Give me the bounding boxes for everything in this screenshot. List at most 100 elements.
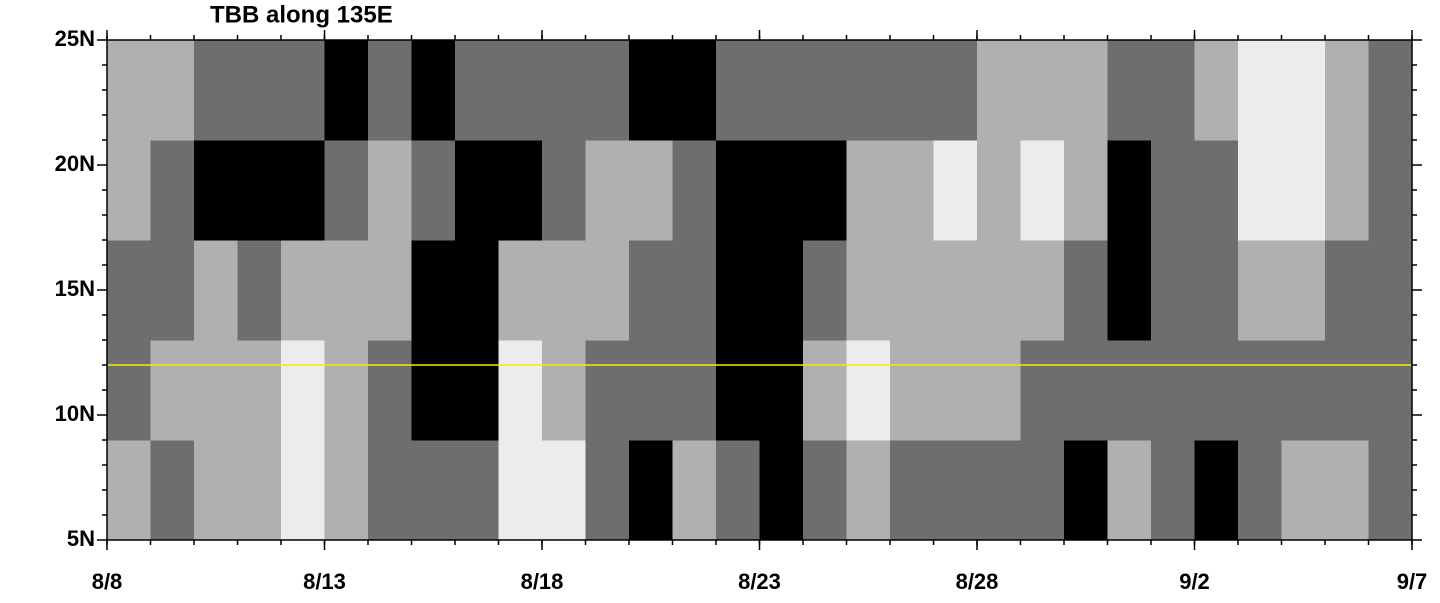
heat-cell — [1325, 440, 1369, 541]
heat-cell — [281, 340, 325, 441]
heat-cell — [1195, 340, 1239, 441]
x-tick-label: 8/13 — [303, 569, 346, 594]
heat-cell — [1369, 40, 1413, 141]
heat-cell — [977, 140, 1021, 241]
heat-cell — [673, 140, 717, 241]
heat-cell — [586, 340, 630, 441]
heat-cell — [194, 440, 238, 541]
heat-cell — [281, 240, 325, 341]
heat-cell — [1325, 40, 1369, 141]
heat-cell — [760, 40, 804, 141]
heat-cell — [716, 340, 760, 441]
heat-cell — [325, 140, 369, 241]
heat-cell — [716, 240, 760, 341]
heat-cell — [977, 340, 1021, 441]
heat-cell — [803, 140, 847, 241]
heat-cell — [1282, 40, 1326, 141]
heat-cell — [1108, 40, 1152, 141]
heat-cell — [1108, 240, 1152, 341]
heat-cell — [542, 440, 586, 541]
heat-cell — [499, 140, 543, 241]
heat-cell — [151, 40, 195, 141]
heat-cell — [934, 440, 978, 541]
x-tick-label: 8/18 — [521, 569, 564, 594]
heat-cell — [325, 440, 369, 541]
x-tick-label: 9/7 — [1397, 569, 1428, 594]
heat-cell — [368, 40, 412, 141]
x-tick-label: 8/23 — [738, 569, 781, 594]
heat-cell — [1021, 240, 1065, 341]
heat-cell — [281, 440, 325, 541]
heat-cell — [194, 40, 238, 141]
heat-cell — [1369, 340, 1413, 441]
heat-cell — [151, 340, 195, 441]
heat-cell — [1238, 40, 1282, 141]
heat-cell — [499, 340, 543, 441]
heat-cell — [1282, 440, 1326, 541]
heat-cell — [629, 440, 673, 541]
heat-cell — [673, 440, 717, 541]
heat-cell — [803, 40, 847, 141]
heat-cell — [281, 140, 325, 241]
heat-cell — [194, 140, 238, 241]
heat-cell — [760, 340, 804, 441]
heat-cell — [368, 440, 412, 541]
heat-cell — [107, 440, 151, 541]
heat-cell — [1282, 140, 1326, 241]
heat-cell — [847, 440, 891, 541]
heat-cell — [1238, 340, 1282, 441]
heat-cell — [1021, 440, 1065, 541]
heat-cell — [238, 340, 282, 441]
heat-cell — [847, 340, 891, 441]
heat-cell — [1195, 440, 1239, 541]
y-tick-label: 5N — [67, 526, 95, 551]
y-tick-label: 10N — [55, 401, 95, 426]
heat-cell — [716, 440, 760, 541]
heat-cell — [890, 340, 934, 441]
heat-cell — [1064, 340, 1108, 441]
heat-cell — [1021, 140, 1065, 241]
heat-cell — [1064, 440, 1108, 541]
heat-cell — [1325, 240, 1369, 341]
heat-cell — [890, 440, 934, 541]
heat-cell — [890, 240, 934, 341]
heat-cell — [890, 40, 934, 141]
heat-cell — [1282, 340, 1326, 441]
heat-cell — [1151, 140, 1195, 241]
heat-cell — [368, 340, 412, 441]
heat-cell — [542, 40, 586, 141]
heat-cell — [1108, 340, 1152, 441]
heat-cell — [803, 240, 847, 341]
y-tick-label: 20N — [55, 151, 95, 176]
heat-cell — [847, 240, 891, 341]
heat-cell — [151, 140, 195, 241]
heat-cell — [586, 40, 630, 141]
heat-cell — [412, 440, 456, 541]
heat-cell — [803, 340, 847, 441]
heat-cell — [934, 240, 978, 341]
heat-cell — [1195, 240, 1239, 341]
heat-cell — [1108, 440, 1152, 541]
heat-cell — [412, 40, 456, 141]
heat-cell — [455, 440, 499, 541]
heat-cell — [629, 340, 673, 441]
heat-cell — [716, 140, 760, 241]
heat-cell — [934, 340, 978, 441]
heat-cell — [238, 240, 282, 341]
heat-cell — [325, 40, 369, 141]
heat-cell — [977, 40, 1021, 141]
heat-cell — [977, 440, 1021, 541]
heat-cell — [499, 40, 543, 141]
heat-cell — [586, 140, 630, 241]
chart: TBB along 135E 8/88/138/188/238/289/29/7… — [0, 0, 1440, 603]
heat-cell — [325, 340, 369, 441]
heat-cell — [1151, 240, 1195, 341]
y-tick-label: 15N — [55, 276, 95, 301]
heat-cell — [107, 340, 151, 441]
heat-cell — [1064, 240, 1108, 341]
heat-cell — [1195, 140, 1239, 241]
heat-cell — [542, 340, 586, 441]
heat-cell — [107, 40, 151, 141]
x-tick-label: 9/2 — [1179, 569, 1210, 594]
heat-cell — [107, 240, 151, 341]
